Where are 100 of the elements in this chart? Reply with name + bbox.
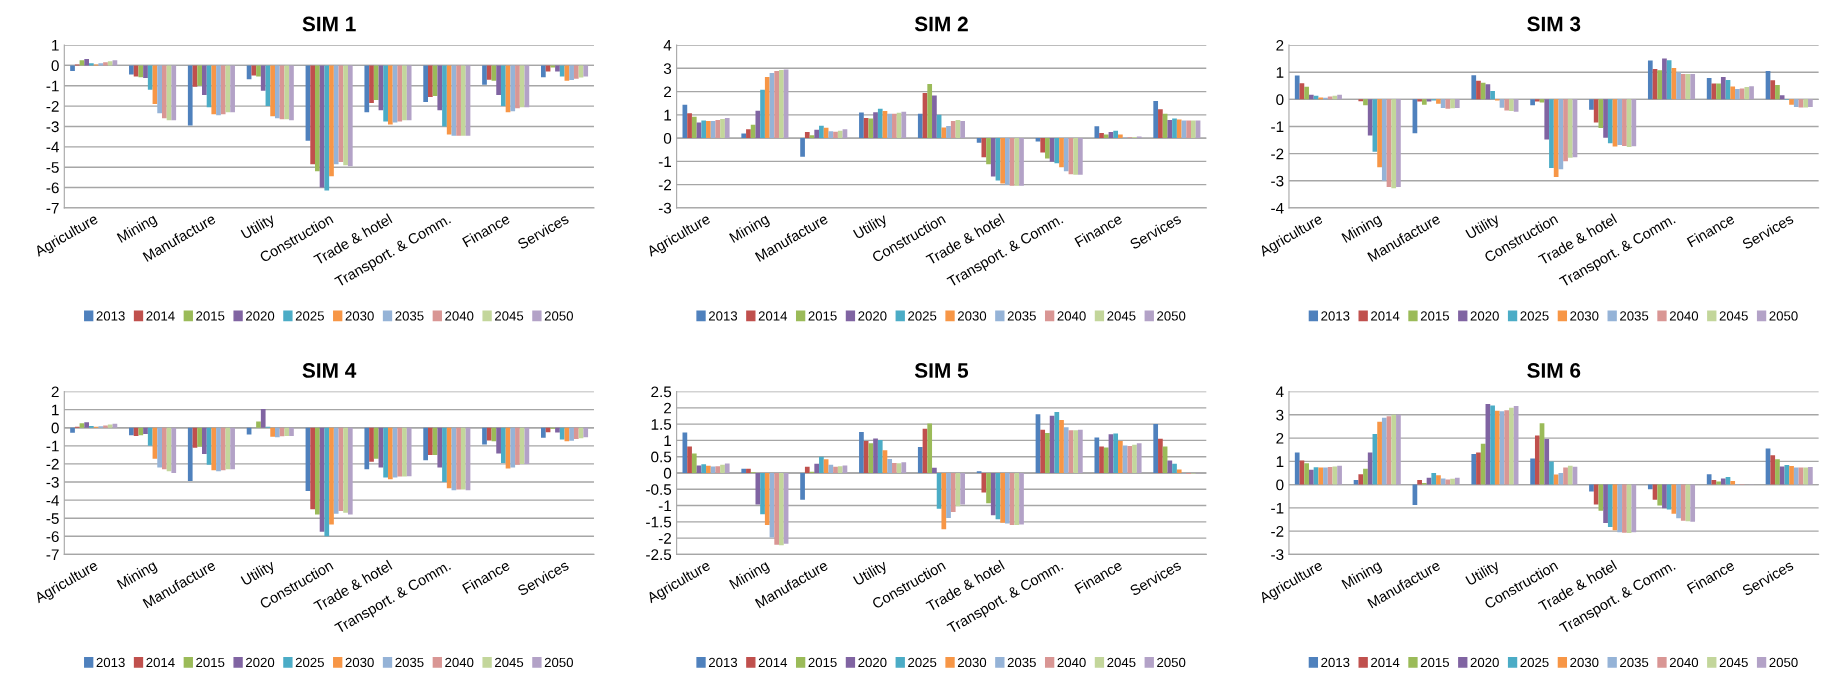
bar [274,65,280,119]
bar [976,138,982,143]
bar [687,113,692,139]
bar [901,111,907,139]
bar [147,65,153,90]
bar [1014,138,1020,186]
bar [779,69,784,139]
bar [800,472,805,500]
bar [510,65,516,112]
bar [1103,134,1109,139]
legend-label: 2050 [1157,311,1186,321]
legend-label: 2013 [1321,657,1350,668]
bar [1113,433,1119,473]
y-tick-label: -3 [1271,549,1284,561]
bar [147,427,153,446]
bar [187,65,193,126]
chart-title: SIM 5 [914,363,969,378]
bar [1099,132,1104,139]
bar [828,131,834,139]
y-tick-label: 2 [51,386,59,398]
bar [220,65,226,115]
y-tick-label: -2 [1271,148,1284,160]
y-tick-label: -4 [46,141,59,153]
y-tick-label: 4 [1275,386,1284,398]
bar [1530,99,1535,106]
bar [1803,99,1809,108]
bar [1127,445,1133,473]
bar [1381,99,1387,181]
bar [1504,410,1510,485]
y-tick-label: 1 [1276,67,1284,78]
legend-label: 2030 [957,657,987,668]
bar [1073,138,1078,175]
bar [364,427,370,470]
bar [892,113,897,139]
bar [1647,484,1653,490]
bar [1063,427,1069,473]
bar [1136,443,1142,473]
bar [1167,119,1173,139]
bar [397,427,403,477]
bar [1549,99,1554,168]
bar [1073,430,1078,473]
bar [837,130,843,139]
bar [129,65,134,75]
bar [1553,99,1559,177]
bar [1176,469,1182,473]
bar [941,472,947,530]
bar [437,427,443,468]
bar [1471,75,1477,100]
y-tick-label: -3 [46,476,59,488]
bar [917,113,923,139]
y-tick-label: -3 [658,202,672,214]
bar [981,472,987,493]
y-tick-label: 1.5 [651,419,672,430]
chart-title: SIM 4 [302,363,357,378]
bar [917,446,923,473]
bar [814,463,820,473]
bar [369,427,374,462]
bar [89,63,94,66]
legend-label: 2050 [544,311,573,321]
y-tick-label: 0 [663,132,672,144]
legend-label: 2045 [1107,657,1136,668]
chart-title: SIM 3 [1527,16,1581,32]
bar [1657,70,1663,100]
bar [800,138,805,157]
bar [1622,484,1627,533]
bar [289,427,294,436]
bar [1793,467,1799,485]
y-tick-label: 1 [664,435,672,446]
legend-label: 2040 [1669,657,1699,668]
y-tick-label: -2.5 [646,549,672,561]
bar [251,65,257,76]
bar [1730,86,1736,100]
bar [1720,478,1726,485]
bar [1563,467,1568,485]
bar [256,421,261,428]
bar [1720,77,1726,100]
bar [1103,447,1109,473]
bar [1480,443,1486,485]
bar [515,427,520,465]
y-tick-label: -4 [1271,202,1284,214]
legend-label: 2014 [1371,657,1400,668]
y-tick-label: 4 [663,40,672,51]
bar [837,466,843,473]
bar [1490,405,1495,485]
bar [1019,472,1024,525]
bar [1421,99,1427,105]
bar [496,427,501,454]
bar [107,424,113,428]
bar [1059,138,1064,168]
bar [715,119,721,139]
y-tick-label: -3 [46,121,59,133]
bar [946,126,951,139]
bar [1054,412,1060,473]
bar [329,427,334,525]
bar [1153,100,1159,139]
bar [1662,58,1667,100]
bar [1631,99,1637,147]
bar [950,472,956,513]
bar [1471,453,1477,485]
bar [1094,126,1100,139]
